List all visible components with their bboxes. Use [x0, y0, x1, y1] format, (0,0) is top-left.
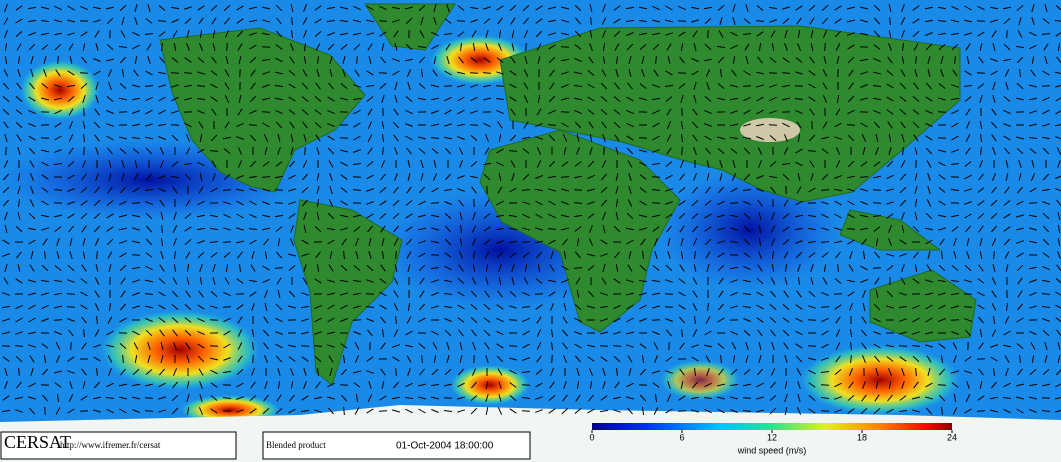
- url: http://www.ifremer.fr/cersat: [60, 440, 161, 450]
- colorbar-tick-label: 24: [947, 432, 957, 442]
- product-box: [262, 431, 531, 460]
- product-datetime: 01-Oct-2004 18:00:00: [396, 441, 494, 452]
- wind-arrows: [1, 3, 1061, 416]
- logo-box: [0, 431, 237, 460]
- colorbar-tick-label: 6: [679, 432, 684, 442]
- colorbar-axis: 0 6 12 18 24: [589, 430, 957, 442]
- product-name: Blended product: [266, 440, 326, 450]
- colorbar-tick-label: 12: [767, 432, 777, 442]
- colorbar: [592, 423, 952, 430]
- colorbar-label: wind speed (m/s): [737, 445, 807, 455]
- logo: CERSAT: [4, 432, 71, 452]
- colorbar-tick-label: 0: [589, 432, 594, 442]
- colorbar-tick-label: 18: [857, 432, 867, 442]
